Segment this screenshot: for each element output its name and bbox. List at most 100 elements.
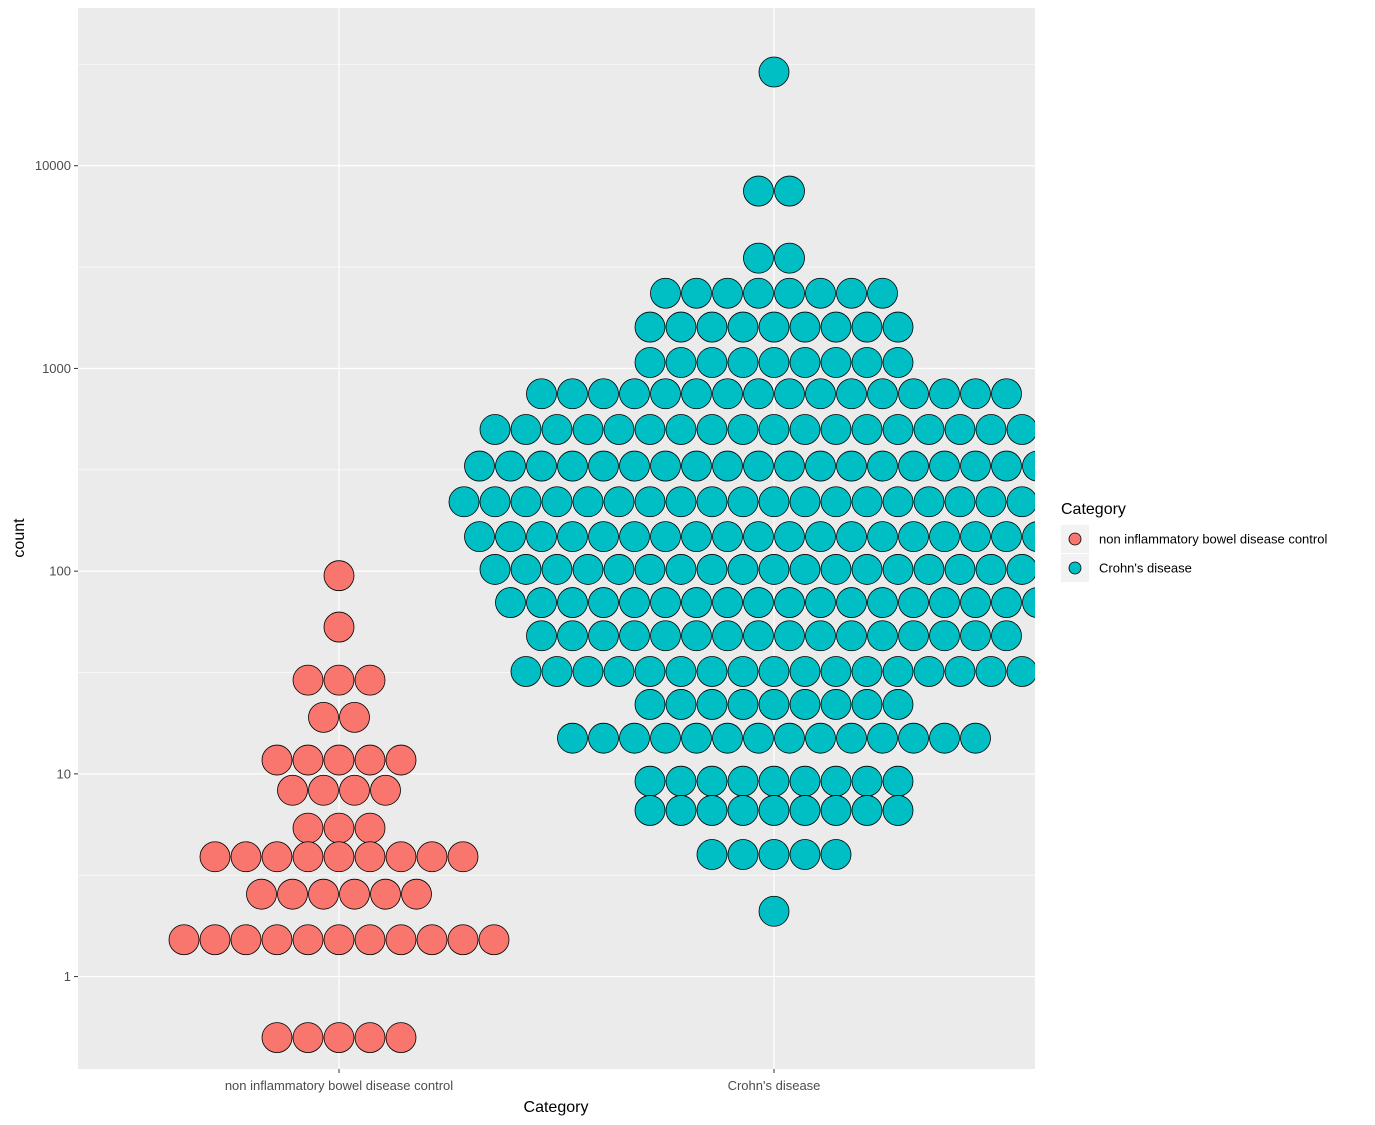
data-dot: [712, 378, 743, 410]
data-dot: [681, 587, 712, 618]
data-dot: [929, 521, 960, 553]
data-dot: [339, 774, 370, 806]
data-dot: [758, 414, 790, 445]
data-dot: [727, 839, 759, 870]
data-dot: [526, 587, 557, 618]
x-tick-label: non inflammatory bowel disease control: [225, 1078, 453, 1093]
data-dot: [619, 722, 650, 754]
data-dot: [650, 450, 681, 482]
data-dot: [789, 347, 821, 378]
data-dot: [261, 1022, 293, 1053]
data-dot: [743, 450, 774, 482]
data-dot: [867, 620, 898, 652]
data-dot: [588, 587, 619, 618]
data-dot: [727, 765, 759, 797]
data-dot: [743, 378, 774, 410]
data-dot: [851, 347, 883, 378]
data-dot: [292, 744, 324, 776]
data-dot: [758, 839, 790, 870]
data-dot: [354, 841, 386, 873]
data-dot: [199, 841, 231, 873]
data-dot: [960, 378, 991, 410]
data-dot: [991, 620, 1022, 652]
data-dot: [929, 620, 960, 652]
data-dot: [448, 486, 480, 518]
data-dots: [168, 56, 1084, 1053]
legend-title: Category: [1061, 501, 1126, 518]
data-dot: [851, 689, 883, 720]
data-dot: [557, 587, 588, 618]
data-dot: [634, 311, 666, 343]
data-dot: [385, 1022, 417, 1053]
data-dot: [898, 521, 929, 553]
data-dot: [495, 521, 526, 553]
data-dot: [323, 744, 355, 776]
data-dot: [323, 812, 355, 844]
data-dot: [929, 587, 960, 618]
data-dot: [541, 554, 573, 585]
data-dot: [557, 620, 588, 652]
data-dot: [820, 689, 852, 720]
data-dot: [495, 587, 526, 618]
x-axis-title: Category: [524, 1099, 589, 1116]
data-dot: [261, 744, 293, 776]
data-dot: [681, 378, 712, 410]
data-dot: [712, 722, 743, 754]
data-dot: [805, 620, 836, 652]
data-dot: [681, 277, 712, 309]
data-dot: [634, 347, 666, 378]
data-dot: [727, 795, 759, 826]
data-dot: [882, 347, 914, 378]
data-dot: [960, 521, 991, 553]
data-dot: [681, 620, 712, 652]
data-dot: [898, 620, 929, 652]
data-dot: [479, 554, 511, 585]
data-dot: [867, 378, 898, 410]
data-dot: [960, 587, 991, 618]
data-dot: [588, 620, 619, 652]
data-dot: [789, 765, 821, 797]
data-dot: [1006, 486, 1035, 518]
data-dot: [820, 311, 852, 343]
data-dot: [960, 450, 991, 482]
data-dot: [712, 450, 743, 482]
data-dot: [727, 656, 759, 687]
data-dot: [354, 1022, 386, 1053]
data-dot: [774, 722, 805, 754]
data-dot: [913, 554, 945, 585]
data-dot: [944, 486, 976, 518]
data-dot: [929, 722, 960, 754]
data-dot: [230, 841, 262, 873]
data-dot: [774, 587, 805, 618]
data-dot: [572, 656, 604, 687]
data-dot: [1054, 451, 1084, 481]
data-dot: [354, 664, 386, 696]
data-dot: [882, 486, 914, 518]
legend-dot: [1068, 532, 1082, 546]
data-dot: [758, 554, 790, 585]
data-dot: [774, 620, 805, 652]
data-dot: [588, 378, 619, 410]
data-dot: [385, 924, 417, 956]
data-dot: [339, 701, 370, 733]
data-dot: [805, 722, 836, 754]
y-tick-label: 10: [57, 766, 71, 781]
data-dot: [944, 414, 976, 445]
data-dot: [975, 486, 1007, 518]
data-dot: [557, 722, 588, 754]
data-dot: [603, 486, 635, 518]
data-dot: [650, 378, 681, 410]
data-dot: [944, 656, 976, 687]
data-dot: [665, 554, 697, 585]
data-dot: [696, 554, 728, 585]
data-dot: [495, 450, 526, 482]
data-dot: [619, 378, 650, 410]
data-dot: [634, 656, 666, 687]
data-dot: [370, 878, 401, 910]
data-dot: [696, 414, 728, 445]
data-dot: [727, 689, 759, 720]
data-dot: [634, 765, 666, 797]
data-dot: [479, 414, 511, 445]
y-axis: 1 10 100 1000 10000: [35, 158, 78, 984]
data-dot: [385, 841, 417, 873]
